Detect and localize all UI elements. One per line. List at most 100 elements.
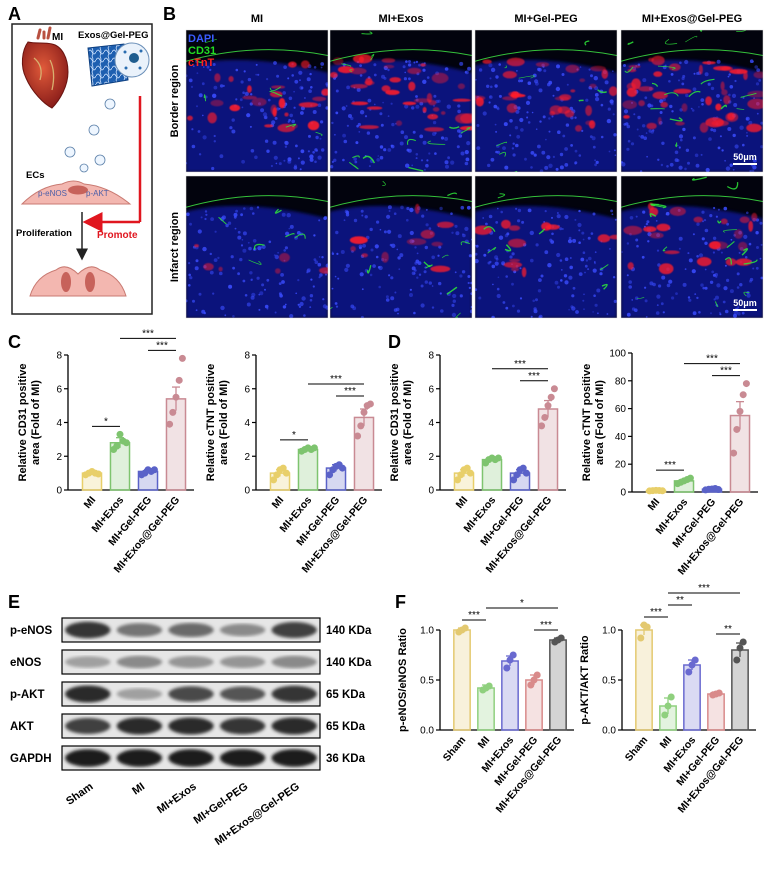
significance-label: ***: [468, 610, 480, 621]
x-tick-label: MI: [82, 494, 99, 511]
data-point: [282, 469, 290, 477]
significance-label: ***: [330, 374, 342, 385]
blot-band: [65, 749, 111, 767]
significance-label: **: [676, 595, 684, 606]
chart-C-right: 0 2 4 6 8 Relative cTNT positive area (Fold of…: [205, 351, 382, 575]
micrograph-border: [329, 175, 473, 319]
blot-band: [168, 623, 214, 637]
data-point: [730, 449, 738, 457]
data-point: [739, 638, 747, 646]
data-point: [503, 664, 511, 672]
significance-label: ***: [706, 354, 718, 365]
exosome-icons: [64, 98, 116, 173]
panel-label-b: B: [163, 4, 176, 24]
blot-band: [271, 749, 317, 767]
stain-legend-item: cTnT: [188, 57, 215, 69]
data-point: [270, 476, 278, 484]
data-point: [509, 651, 517, 659]
significance-label: ***: [514, 359, 526, 370]
data-point: [326, 471, 334, 479]
y-tick-label: 8: [428, 351, 434, 362]
x-tick-label: MI: [270, 494, 287, 511]
data-point: [513, 471, 521, 479]
stain-legend-item: DAPI: [188, 33, 214, 45]
data-point: [510, 476, 518, 484]
y-tick-label: 0.0: [602, 726, 616, 737]
data-point: [506, 656, 514, 664]
y-tick-label: 6: [56, 384, 62, 395]
blot-band: [168, 656, 214, 668]
y-axis-label: area (Fold of MI): [594, 380, 606, 465]
bar: [453, 629, 471, 731]
blot-protein-label: GAPDH: [10, 753, 52, 765]
data-point: [485, 682, 493, 690]
significance-label: ***: [156, 340, 168, 351]
y-tick-label: 0: [620, 488, 626, 499]
x-tick-label: Sham: [623, 734, 651, 764]
y-tick-label: 40: [615, 432, 627, 443]
data-point: [736, 407, 744, 415]
data-point: [94, 470, 102, 478]
x-tick-label: Sham: [441, 734, 469, 764]
scale-bar-label: 50μm: [733, 298, 757, 308]
bar: [477, 687, 495, 731]
micrograph-tile: [620, 29, 764, 173]
data-point: [688, 661, 696, 669]
data-point: [273, 471, 281, 479]
bar: [297, 448, 319, 491]
blot-protein-label: AKT: [10, 721, 34, 733]
data-point: [494, 454, 502, 462]
bar: [353, 416, 375, 491]
y-tick-label: 2: [244, 452, 250, 463]
bar: [549, 639, 567, 731]
significance-label: ***: [528, 371, 540, 382]
blot-band: [219, 749, 266, 767]
bar: [525, 679, 543, 731]
y-tick-label: 2: [56, 452, 62, 463]
blot-band: [271, 655, 317, 669]
data-point: [178, 354, 186, 362]
endothelial-cell-icon: [20, 180, 132, 205]
y-tick-label: 2: [428, 452, 434, 463]
data-point: [541, 413, 549, 421]
data-point: [466, 469, 474, 477]
panel-label-e: E: [8, 592, 20, 612]
blot-size-label: 65 KDa: [326, 689, 366, 701]
blot-lane-label: MI+Exos@Gel-PEG: [213, 781, 302, 848]
micro-col-header: MI+Exos@Gel-PEG: [642, 13, 742, 25]
data-point: [715, 689, 723, 697]
schematic-gel-label: Exos@Gel-PEG: [78, 30, 149, 41]
data-point: [279, 464, 287, 472]
x-tick-label: MI: [658, 734, 675, 751]
y-tick-label: 20: [615, 460, 627, 471]
y-tick-label: 4: [428, 418, 434, 429]
significance-label: ***: [698, 583, 710, 594]
micrograph-border: [620, 29, 764, 173]
data-point: [733, 425, 741, 433]
significance-label: **: [724, 624, 732, 635]
micrograph-border: [185, 29, 329, 173]
significance-label: ***: [142, 328, 154, 339]
data-point: [522, 469, 530, 477]
significance-label: ***: [664, 460, 676, 471]
blot-band: [116, 655, 163, 669]
y-axis-label: Relative cTNT positive: [581, 364, 593, 481]
data-point: [461, 624, 469, 632]
blot-band: [219, 717, 266, 735]
schematic-proliferation-label: Proliferation: [16, 228, 72, 239]
y-tick-label: 6: [244, 384, 250, 395]
data-point: [113, 442, 121, 450]
panel-label-c: C: [8, 332, 21, 352]
blot-protein-label: eNOS: [10, 657, 42, 669]
blot-band: [116, 623, 163, 637]
y-tick-label: 60: [615, 404, 627, 415]
micro-col-header: MI: [251, 13, 263, 25]
data-point: [354, 432, 362, 440]
data-point: [550, 385, 558, 393]
y-tick-label: 1.0: [602, 626, 616, 637]
data-point: [739, 391, 747, 399]
schematic-mi-label: MI: [52, 32, 63, 43]
data-point: [685, 668, 693, 676]
